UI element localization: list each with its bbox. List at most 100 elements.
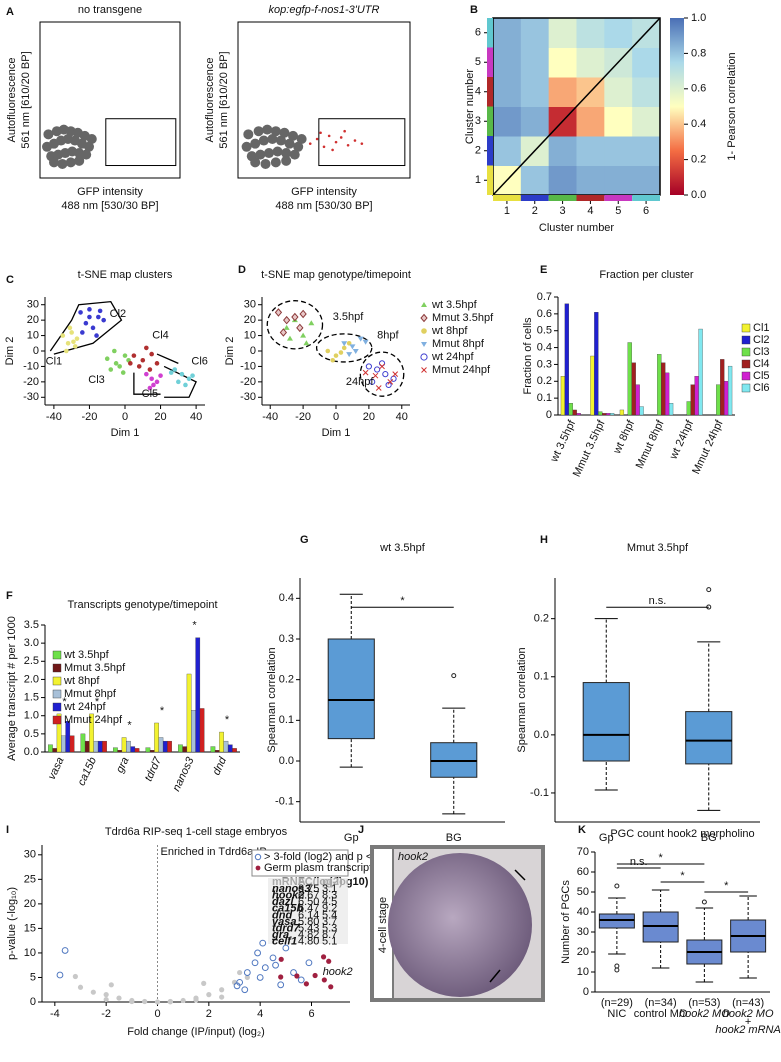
cluster-strip — [487, 106, 493, 136]
y-tick-label: 2.5 — [24, 655, 39, 667]
chart-title: t-SNE map clusters — [78, 269, 173, 281]
table-cell: 6.75 — [298, 883, 319, 895]
y-tick-label: 6 — [475, 27, 481, 39]
y-tick-label: 0.2 — [537, 375, 552, 387]
y-tick-label: 0.5 — [537, 325, 552, 337]
x-tick-label: Mmut 24hpf — [690, 418, 726, 477]
y-axis-label: Spearman correlation — [516, 647, 528, 752]
x-axis-label: Dim 1 — [111, 427, 140, 439]
panel-letter: F — [6, 590, 13, 602]
event — [250, 138, 261, 149]
legend-label: Mmut 24hpf — [64, 714, 123, 726]
point — [278, 974, 284, 980]
bar — [162, 740, 168, 753]
panel-letter: J — [358, 824, 364, 836]
significance: * — [192, 620, 197, 632]
bar — [154, 722, 159, 753]
legend-label: Cl6 — [753, 382, 770, 394]
bar — [619, 409, 625, 416]
table-cell: 4.82 — [298, 929, 319, 941]
x-tick-label: 20 — [363, 411, 375, 423]
plot-frame — [39, 21, 181, 179]
n-label: (n=43) — [732, 997, 764, 1009]
point — [158, 373, 163, 378]
x-tick-label: 1 — [504, 205, 510, 217]
event — [81, 149, 92, 160]
point — [349, 344, 356, 350]
bar — [602, 413, 607, 416]
x-tick-label: BG — [701, 832, 717, 844]
heat-cell — [604, 165, 633, 196]
point — [283, 315, 291, 325]
point — [128, 361, 133, 366]
significance: n.s. — [649, 595, 667, 607]
point-stroke — [421, 367, 427, 373]
point — [56, 971, 64, 979]
event — [289, 149, 300, 160]
point — [140, 357, 146, 363]
point — [90, 989, 96, 995]
point — [261, 964, 269, 972]
x-tick-label: Mmut 8hpf — [634, 418, 667, 471]
point — [74, 336, 80, 341]
point — [149, 351, 154, 357]
event — [279, 127, 290, 138]
y-tick-label: 3 — [475, 115, 481, 127]
gene-label: hook2 — [398, 851, 428, 863]
y-tick-label: 20 — [24, 898, 36, 910]
significance: * — [160, 705, 165, 717]
chart-title: PGC count hook2 morpholino — [610, 828, 754, 840]
event — [250, 157, 261, 168]
y-tick-label: -0.1 — [275, 796, 294, 808]
point — [151, 382, 156, 388]
cluster-strip — [487, 47, 493, 77]
y-tick-label: 1.0 — [24, 710, 39, 722]
point — [320, 954, 327, 960]
outlier — [614, 963, 620, 969]
bar — [627, 342, 632, 416]
point — [72, 344, 78, 349]
point — [385, 381, 392, 389]
event — [276, 135, 286, 146]
point — [330, 357, 336, 363]
table-cell: 6.67 — [298, 890, 319, 902]
point — [154, 379, 160, 385]
x-tick-label: -4 — [50, 1008, 60, 1020]
point — [283, 324, 290, 330]
legend-swatch — [52, 650, 62, 660]
significance: n.s. — [630, 856, 648, 868]
x-tick-label: 2 — [532, 205, 538, 217]
x-tick-label: -2 — [101, 1008, 111, 1020]
cluster-strip — [604, 195, 633, 201]
y-tick-label: 0.4 — [537, 341, 552, 353]
table-cell: celf1 — [272, 936, 297, 948]
legend-label: wt 8hpf — [431, 325, 468, 337]
event — [327, 134, 331, 138]
table-cell: 9.2 — [322, 903, 337, 915]
heat-cell — [576, 47, 605, 78]
point — [272, 961, 279, 969]
bar — [576, 413, 581, 416]
bar — [195, 637, 201, 753]
point — [278, 956, 284, 962]
x-tick-label: hook2 mRNA — [715, 1024, 780, 1036]
point — [255, 865, 261, 871]
legend-swatch — [741, 323, 751, 333]
cluster-outline — [133, 372, 161, 395]
y-tick-label: 0.1 — [534, 671, 549, 683]
bar — [219, 731, 224, 753]
event — [360, 142, 364, 145]
arrow — [489, 969, 501, 983]
embryo — [388, 853, 532, 997]
point — [374, 366, 381, 373]
point — [147, 367, 153, 372]
point — [279, 328, 288, 337]
point — [219, 994, 225, 1000]
cluster-label: Cl5 — [142, 388, 159, 400]
point — [101, 317, 106, 323]
point — [97, 308, 103, 314]
cluster-strip — [487, 165, 493, 195]
legend-swatch — [52, 663, 62, 673]
point — [172, 367, 178, 372]
bar — [716, 384, 721, 416]
